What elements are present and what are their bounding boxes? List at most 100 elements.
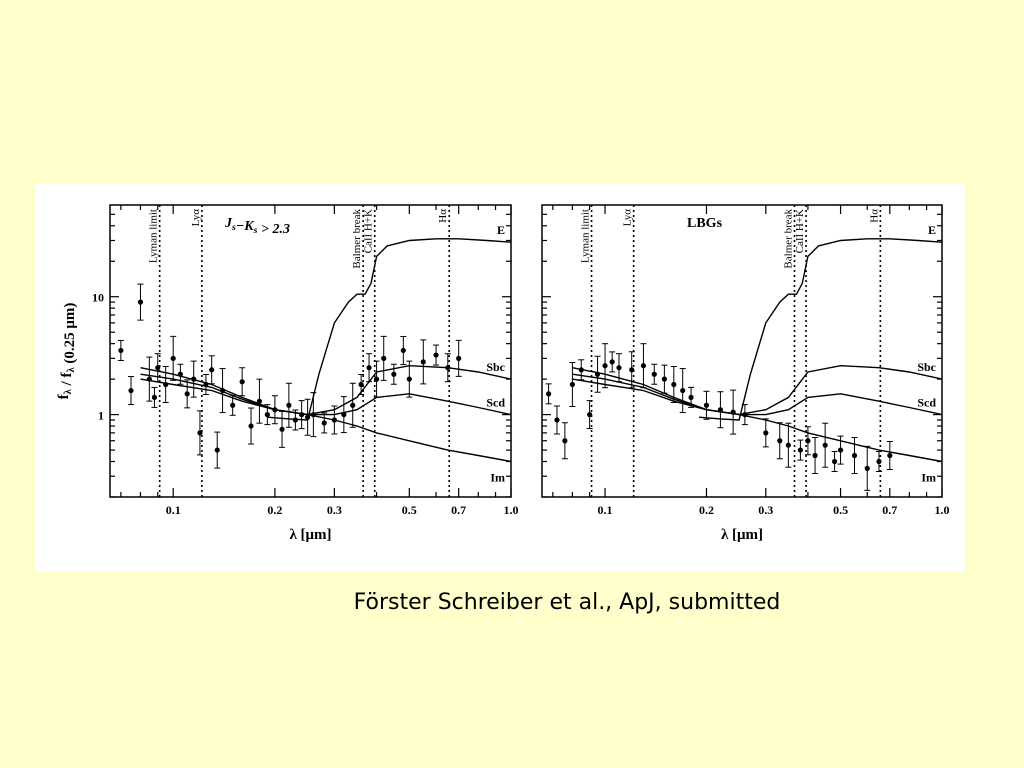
data-point [763, 430, 769, 436]
template-label-scd: Scd [917, 396, 936, 410]
feature-line-label: Balmer break [783, 209, 795, 269]
data-point [305, 414, 311, 420]
y-tick-label: 10 [92, 291, 104, 305]
data-point [864, 465, 870, 471]
data-point [341, 412, 347, 418]
data-point [230, 402, 236, 408]
x-tick-label: 0.3 [327, 503, 342, 517]
data-point [184, 391, 190, 397]
data-point [350, 402, 356, 408]
data-point [831, 458, 838, 465]
data-point [609, 359, 615, 365]
data-point [671, 381, 677, 388]
data-point [163, 381, 169, 388]
x-tick-label: 0.7 [451, 503, 466, 517]
data-point [629, 367, 635, 373]
x-tick-label: 0.2 [267, 503, 282, 517]
data-point [279, 426, 285, 432]
data-point [456, 355, 462, 361]
panel-title: Js−Ks > 2.3 [224, 216, 290, 237]
data-point [214, 447, 220, 453]
data-point [151, 394, 158, 400]
data-point [128, 387, 134, 394]
feature-line-label: Lyman limit [148, 209, 160, 263]
data-point [406, 376, 412, 382]
data-point [562, 438, 568, 444]
data-point [256, 398, 263, 404]
data-point [569, 381, 575, 388]
data-point [717, 407, 724, 413]
x-tick-label: 0.3 [758, 503, 773, 517]
feature-line-label: Lyman limit [580, 209, 592, 263]
template-curve-e [698, 238, 943, 421]
chart-panel-1: 0.1 0.2 0.3 0.5 0.7 1.0 1 10 Lyman limit Lyα Balme… [56, 204, 519, 543]
data-point [578, 367, 584, 373]
data-point [785, 442, 791, 448]
feature-line-label: Hα [868, 209, 880, 223]
data-point [366, 365, 372, 371]
data-point [851, 452, 858, 459]
data-point [433, 352, 439, 358]
x-axis-label: λ [μm] [289, 527, 331, 543]
data-point [391, 371, 397, 377]
data-point [420, 359, 426, 365]
data-point [331, 417, 337, 423]
data-point [797, 447, 804, 453]
data-point [616, 365, 622, 371]
data-point [680, 387, 686, 394]
template-label-im: Im [921, 471, 936, 485]
x-tick-label: 0.1 [598, 503, 613, 517]
x-tick-label: 0.2 [699, 503, 714, 517]
data-point [373, 376, 380, 382]
data-point [730, 409, 736, 415]
data-point [358, 381, 364, 388]
x-tick-label: 0.5 [833, 503, 848, 517]
data-point [661, 376, 667, 382]
data-point [445, 365, 451, 371]
template-label-scd: Scd [486, 396, 505, 410]
template-label-e: E [497, 223, 505, 237]
data-point [837, 447, 844, 453]
data-point [137, 299, 144, 305]
template-curve-im [572, 378, 943, 463]
panel-title: LBGs [687, 216, 723, 231]
feature-line-label: Balmer break [351, 209, 363, 269]
data-point [170, 355, 176, 361]
template-curve-sbc [140, 364, 512, 416]
data-point [587, 412, 593, 418]
template-label-e: E [928, 223, 936, 237]
plot-frame [541, 204, 943, 498]
feature-line-label: CaII H+K [794, 209, 806, 253]
data-point [209, 367, 215, 373]
data-point [321, 420, 327, 426]
template-label-sbc: Sbc [917, 360, 936, 374]
data-point [640, 363, 647, 369]
data-point [310, 412, 316, 418]
y-tick-label: 1 [98, 409, 104, 423]
data-point [264, 412, 270, 418]
plot-frame [109, 204, 512, 498]
data-point [191, 376, 197, 382]
data-point [400, 347, 406, 354]
template-label-sbc: Sbc [486, 360, 505, 374]
figure-svg: 0.1 0.2 0.3 0.5 0.7 1.0 1 10 Lyman limit Lyα Balme… [56, 204, 950, 543]
x-tick-label: 0.5 [402, 503, 417, 517]
x-tick-label: 0.7 [882, 503, 897, 517]
data-point [272, 407, 278, 413]
figure-panel: 0.1 0.2 0.3 0.5 0.7 1.0 1 10 Lyman limit Lyα Balme… [35, 184, 965, 571]
data-point [554, 417, 560, 423]
data-point [602, 363, 608, 369]
data-point [805, 438, 811, 444]
template-curve-e [267, 238, 512, 421]
data-point [812, 452, 818, 459]
caption: Förster Schreiber et al., ApJ, submitted [353, 590, 781, 615]
data-point [546, 391, 552, 397]
data-point [146, 376, 152, 382]
data-point [292, 417, 298, 423]
data-point [651, 371, 657, 377]
data-point [286, 402, 292, 408]
data-point [177, 371, 183, 377]
template-curve-sbc [572, 364, 943, 416]
data-point [742, 412, 748, 418]
data-point [248, 423, 254, 429]
